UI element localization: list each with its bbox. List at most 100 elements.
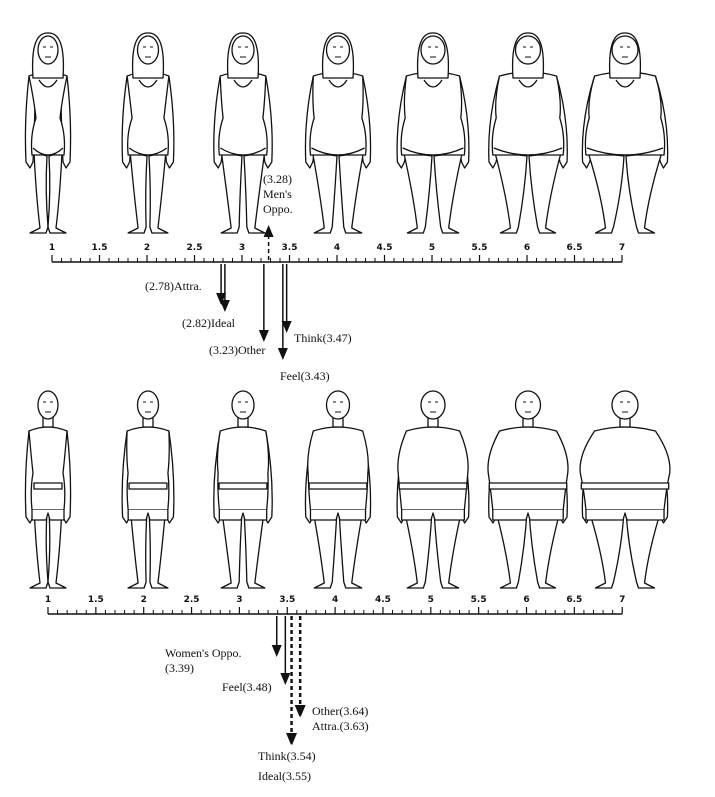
torso	[28, 71, 68, 156]
arrow	[281, 264, 292, 333]
head	[514, 35, 542, 65]
face	[428, 401, 438, 413]
arrow-head	[258, 330, 269, 342]
leg	[338, 506, 365, 589]
arrow-head	[287, 733, 298, 745]
tick-label: 1	[45, 595, 51, 605]
shorts	[31, 510, 65, 521]
tick-label: 6.5	[567, 243, 583, 253]
male-figure	[396, 390, 470, 589]
female-figure	[396, 32, 470, 234]
female-figure	[304, 32, 372, 234]
tick-label: 3	[239, 243, 245, 253]
swimsuit	[128, 79, 168, 156]
torso	[400, 71, 466, 156]
torso	[579, 426, 671, 511]
head	[325, 35, 351, 65]
head	[611, 390, 639, 420]
arrow	[219, 264, 230, 312]
female-figure	[24, 32, 72, 234]
marker-label: Think(3.47)	[294, 331, 352, 345]
swimsuit	[493, 79, 563, 156]
leg	[243, 151, 266, 234]
arrow-head	[277, 348, 288, 360]
leg	[338, 151, 365, 234]
face	[238, 401, 248, 413]
face	[238, 46, 248, 58]
face	[620, 401, 630, 413]
head	[136, 35, 160, 65]
arrow-head	[263, 225, 274, 237]
arrow-head	[219, 300, 230, 312]
marker-label: Think(3.54)	[258, 749, 316, 763]
tick-label: 7	[619, 595, 625, 605]
leg	[402, 506, 433, 589]
marker-label: Attra.(3.63)	[312, 719, 369, 733]
shorts-band	[488, 482, 568, 490]
marker-label: (3.23)Other	[209, 343, 266, 357]
arrow	[263, 225, 274, 260]
torso	[126, 426, 170, 511]
tick-label: 6	[523, 595, 529, 605]
head	[420, 390, 446, 420]
marker-label: Ideal(3.55)	[258, 769, 311, 783]
shorts	[585, 510, 665, 521]
arrow-head	[216, 293, 227, 305]
leg	[47, 506, 67, 589]
arrow-head	[280, 673, 291, 685]
shorts-band	[218, 482, 268, 490]
torso	[307, 426, 369, 511]
arrow-head	[281, 321, 292, 333]
face	[523, 46, 533, 58]
torso	[126, 71, 170, 156]
face	[43, 401, 53, 413]
swimsuit	[311, 79, 365, 156]
face	[143, 46, 153, 58]
arrow-head	[294, 705, 305, 717]
head	[611, 35, 639, 65]
male-figure	[121, 390, 175, 589]
tick-label: 3.5	[282, 243, 298, 253]
leg	[587, 151, 625, 234]
face	[43, 46, 53, 58]
tick-label: 6	[524, 243, 530, 253]
swimsuit	[402, 79, 464, 156]
torso	[216, 426, 270, 511]
torso	[491, 71, 565, 156]
torso	[28, 426, 68, 511]
leg	[494, 151, 528, 234]
arrow	[294, 616, 305, 717]
torso	[309, 71, 367, 156]
tick-label: 7	[619, 243, 625, 253]
arrow	[295, 616, 306, 717]
marker-label: Other(3.64)	[312, 704, 369, 718]
swimsuit	[586, 79, 664, 156]
leg	[311, 151, 338, 234]
face	[333, 46, 343, 58]
shorts-band	[580, 482, 670, 490]
tick-label: 4.5	[377, 243, 393, 253]
tick-label: 2.5	[184, 595, 200, 605]
leg	[220, 506, 243, 589]
torso	[584, 71, 666, 156]
shorts-band	[398, 482, 468, 490]
female-figure	[581, 32, 669, 234]
head	[420, 35, 446, 65]
leg	[402, 151, 433, 234]
arrow	[280, 616, 291, 685]
arrow	[271, 616, 282, 657]
face	[523, 401, 533, 413]
tick-label: 4	[334, 243, 340, 253]
tick-label: 5.5	[472, 243, 488, 253]
marker-label: Feel(3.48)	[222, 680, 272, 694]
head	[37, 390, 59, 420]
leg	[433, 506, 464, 589]
arrow	[216, 264, 227, 305]
torso	[487, 426, 569, 511]
male-figure	[579, 390, 671, 589]
arrow-head	[271, 645, 282, 657]
face	[428, 46, 438, 58]
head	[231, 35, 255, 65]
leg	[148, 506, 169, 589]
